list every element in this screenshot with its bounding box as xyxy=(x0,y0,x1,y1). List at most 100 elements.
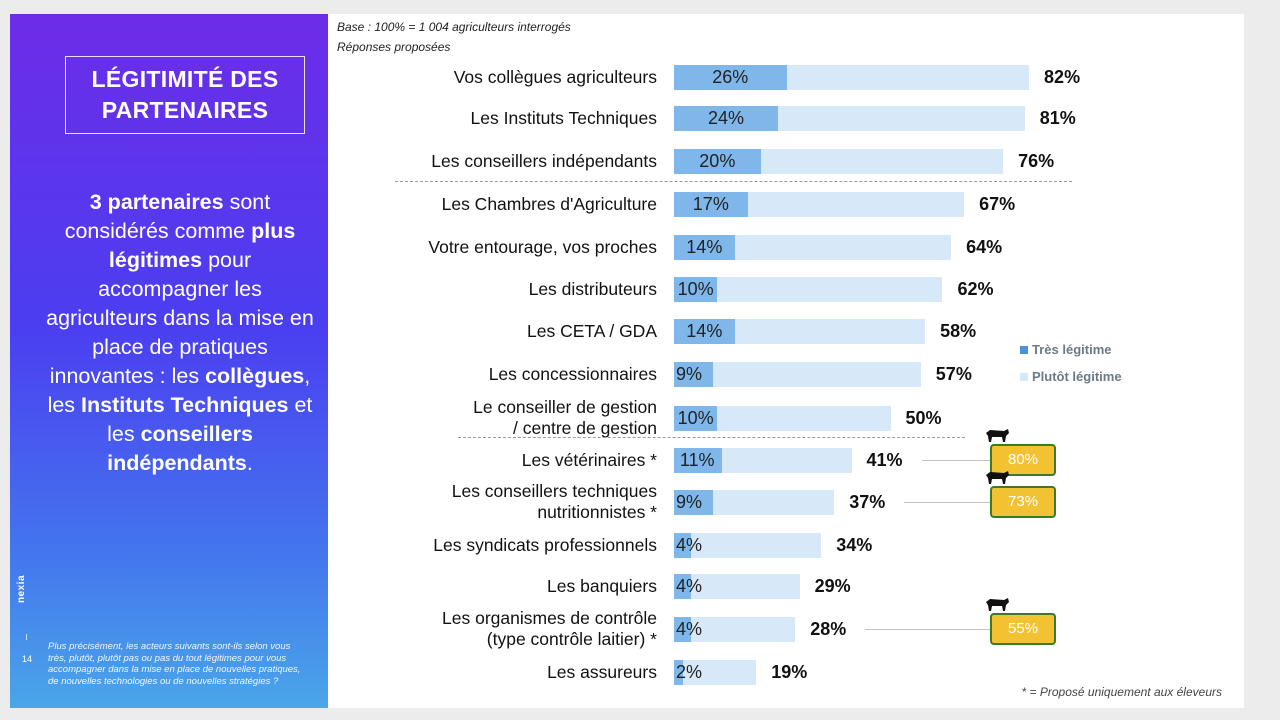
value-label-total: 62% xyxy=(957,278,994,299)
breeder-badge: 73% xyxy=(990,486,1056,518)
bar-plutot-legitime xyxy=(674,276,943,302)
value-label-tres: 26% xyxy=(712,66,749,87)
value-label-total: 37% xyxy=(849,491,886,512)
bar-plutot-legitime xyxy=(674,532,822,558)
bar-tres-legitime xyxy=(674,447,722,473)
bar-tres-legitime xyxy=(674,489,713,515)
category-label: Vos collègues agriculteurs xyxy=(453,66,657,87)
responses-text: Réponses proposées xyxy=(337,40,451,54)
cow-icon xyxy=(986,429,1009,442)
footnote: * = Proposé uniquement aux éleveurs xyxy=(1021,685,1222,699)
value-label-tres: 4% xyxy=(676,575,703,596)
bar-plutot-legitime xyxy=(674,361,921,387)
summary-segment: sont considérés comme xyxy=(64,190,271,243)
value-label-tres: 10% xyxy=(677,407,714,428)
bar-tres-legitime xyxy=(674,659,683,685)
category-label: Les Instituts Techniques xyxy=(470,107,657,128)
bar-plutot-legitime xyxy=(674,659,757,685)
category-label: Les distributeurs xyxy=(528,278,657,299)
value-label-tres: 9% xyxy=(676,363,703,384)
value-label-total: 50% xyxy=(905,407,942,428)
value-label-tres: 9% xyxy=(676,491,703,512)
legend-swatch-plutot xyxy=(1020,372,1028,381)
base-text: Base : 100% = 1 004 agriculteurs interro… xyxy=(337,20,571,34)
value-label-tres: 10% xyxy=(677,278,714,299)
bar-tres-legitime xyxy=(674,276,718,302)
value-label-tres: 17% xyxy=(692,193,729,214)
value-label-total: 82% xyxy=(1044,66,1081,87)
category-label: Les conseillers techniques nutritionnist… xyxy=(451,481,657,522)
legend-label-plutot: Plutôt légitime xyxy=(1032,369,1122,384)
bar-tres-legitime xyxy=(674,532,692,558)
bar-plutot-legitime xyxy=(674,573,800,599)
category-label: Le conseiller de gestion / centre de ges… xyxy=(473,397,657,438)
category-label: Les organismes de contrôle (type contrôl… xyxy=(442,608,657,649)
value-label-tres: 24% xyxy=(707,107,744,128)
legend-swatch-tres xyxy=(1020,345,1028,354)
bar-tres-legitime xyxy=(674,616,692,642)
category-label: Les banquiers xyxy=(547,575,657,596)
value-label-total: 67% xyxy=(979,193,1016,214)
bar-tres-legitime xyxy=(674,361,713,387)
group-separator xyxy=(458,437,965,438)
bar-tres-legitime xyxy=(674,573,692,599)
value-label-tres: 20% xyxy=(699,150,736,171)
category-label: Les assureurs xyxy=(547,661,657,682)
cow-icon xyxy=(986,471,1009,484)
value-label-tres: 14% xyxy=(686,320,723,341)
brand-separator xyxy=(26,634,27,640)
bar-tres-legitime xyxy=(674,191,748,217)
summary-text: 3 partenaires sont considérés comme plus… xyxy=(44,188,316,478)
category-label: Votre entourage, vos proches xyxy=(428,236,657,257)
bar-plutot-legitime xyxy=(674,616,796,642)
page-title: LÉGITIMITÉ DES PARTENAIRES xyxy=(91,66,279,123)
bar-tres-legitime xyxy=(674,148,761,174)
slide: LÉGITIMITÉ DES PARTENAIRES 3 partenaires… xyxy=(10,14,1244,708)
legend-item-plutot: Plutôt légitime xyxy=(1020,369,1122,384)
bar-tres-legitime xyxy=(674,234,735,260)
legend-item-tres: Très légitime xyxy=(1020,342,1111,357)
question-footnote: Plus précisément, les acteurs suivants s… xyxy=(48,641,301,687)
category-label: Les vétérinaires * xyxy=(521,449,657,470)
group-separator xyxy=(395,180,1072,182)
category-label: Les conseillers indépendants xyxy=(431,150,657,171)
category-label: Les Chambres d'Agriculture xyxy=(441,193,657,214)
page-number: 14 xyxy=(22,654,33,664)
bar-tres-legitime xyxy=(674,64,787,90)
cow-icon xyxy=(986,598,1009,611)
summary-segment: plus légitimes xyxy=(108,219,296,272)
title-box: LÉGITIMITÉ DES PARTENAIRES xyxy=(65,56,305,134)
value-label-total: 64% xyxy=(966,236,1003,257)
value-label-tres: 2% xyxy=(676,661,703,682)
summary-segment: . xyxy=(246,451,253,475)
value-label-total: 28% xyxy=(810,618,847,639)
leader-line xyxy=(921,460,990,461)
summary-segment: , les xyxy=(47,364,311,417)
summary-segment: conseillers indépendants xyxy=(107,422,253,475)
breeder-badge: 55% xyxy=(990,613,1056,645)
value-label-tres: 4% xyxy=(676,534,703,555)
value-label-total: 58% xyxy=(940,320,977,341)
value-label-total: 34% xyxy=(836,534,873,555)
legend-label-tres: Très légitime xyxy=(1032,342,1112,357)
value-label-total: 76% xyxy=(1018,150,1055,171)
brand-logo: nexia xyxy=(16,574,27,604)
bar-tres-legitime xyxy=(674,318,735,344)
summary-segment: Instituts Techniques xyxy=(81,393,289,417)
breeder-badge: 80% xyxy=(990,444,1056,476)
value-label-tres: 11% xyxy=(679,449,715,470)
bar-tres-legitime xyxy=(674,405,718,431)
value-label-total: 19% xyxy=(771,661,808,682)
value-label-tres: 14% xyxy=(686,236,723,257)
summary-segment: pour accompagner les agriculteurs dans l… xyxy=(46,248,314,388)
category-label: Les syndicats professionnels xyxy=(433,534,657,555)
bar-tres-legitime xyxy=(674,105,778,131)
value-label-total: 57% xyxy=(935,363,972,384)
left-panel: LÉGITIMITÉ DES PARTENAIRES 3 partenaires… xyxy=(10,14,328,708)
value-label-total: 41% xyxy=(866,449,903,470)
value-label-total: 81% xyxy=(1039,107,1076,128)
summary-segment: et les xyxy=(107,393,313,446)
summary-segment: collègues xyxy=(205,364,305,388)
summary-segment: 3 partenaires xyxy=(89,190,224,214)
leader-line xyxy=(904,502,990,503)
